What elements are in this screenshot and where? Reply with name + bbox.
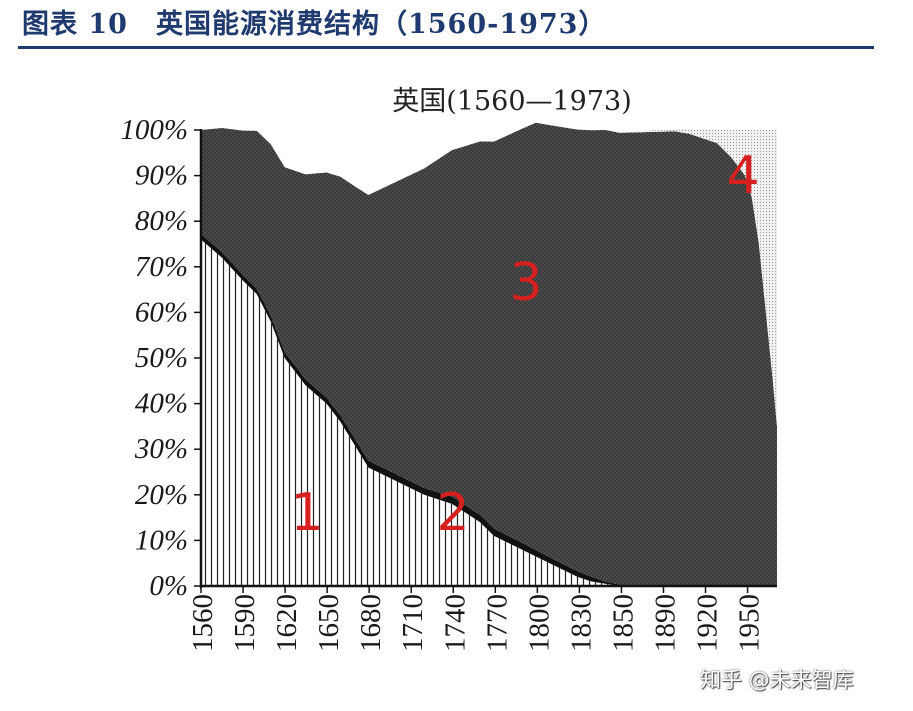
area-series-3 — [201, 122, 777, 586]
area-series-1 — [201, 239, 777, 586]
x-tick-label: 1680 — [355, 594, 387, 652]
series-label-2: 2 — [436, 483, 469, 543]
x-tick-label: 1890 — [649, 594, 681, 652]
y-tick-label: 10% — [135, 524, 188, 556]
x-tick-label: 1650 — [313, 594, 345, 652]
figure-header: 图表 10 英国能源消费结构（1560-1973） — [18, 2, 874, 49]
y-tick-label: 30% — [134, 433, 188, 465]
axes: 0% 10% 20% 30% 40% 50% 60% 70% 80% 90% 100% 1560 159… — [120, 114, 777, 652]
x-tick-label: 1620 — [271, 594, 303, 652]
x-tick-label: 1710 — [397, 594, 429, 652]
y-tick-label: 0% — [149, 570, 188, 602]
x-tick-label: 1950 — [734, 594, 766, 652]
x-tick-label: 1560 — [187, 594, 219, 652]
y-tick-label: 100% — [120, 114, 188, 146]
y-tick-label: 60% — [135, 296, 188, 328]
chart-labels: 英国(1560—1973) 1 2 3 4 — [290, 86, 759, 543]
x-tick-label: 1850 — [607, 594, 639, 652]
y-tick-label: 90% — [135, 160, 188, 192]
x-tick-label: 1770 — [481, 594, 513, 652]
x-tick-label: 1830 — [565, 594, 597, 652]
x-tick-label: 1800 — [523, 594, 555, 652]
x-tick-label: 1590 — [229, 594, 261, 652]
series-label-4: 4 — [726, 146, 759, 206]
area-layer — [201, 122, 777, 586]
y-tick-label: 20% — [135, 479, 188, 511]
y-tick-label: 70% — [135, 251, 188, 283]
series-label-1: 1 — [290, 483, 323, 543]
series-label-3: 3 — [509, 253, 542, 313]
chart-title: 英国(1560—1973) — [392, 86, 632, 117]
watermark: 知乎 @未来智库 — [700, 668, 854, 692]
x-tick-label: 1920 — [692, 594, 724, 652]
figure-title: 图表 10 英国能源消费结构（1560-1973） — [22, 9, 607, 40]
y-tick-label: 40% — [135, 388, 188, 420]
x-tick-label: 1740 — [439, 594, 471, 652]
y-tick-label: 80% — [135, 205, 188, 237]
y-tick-label: 50% — [135, 342, 188, 374]
